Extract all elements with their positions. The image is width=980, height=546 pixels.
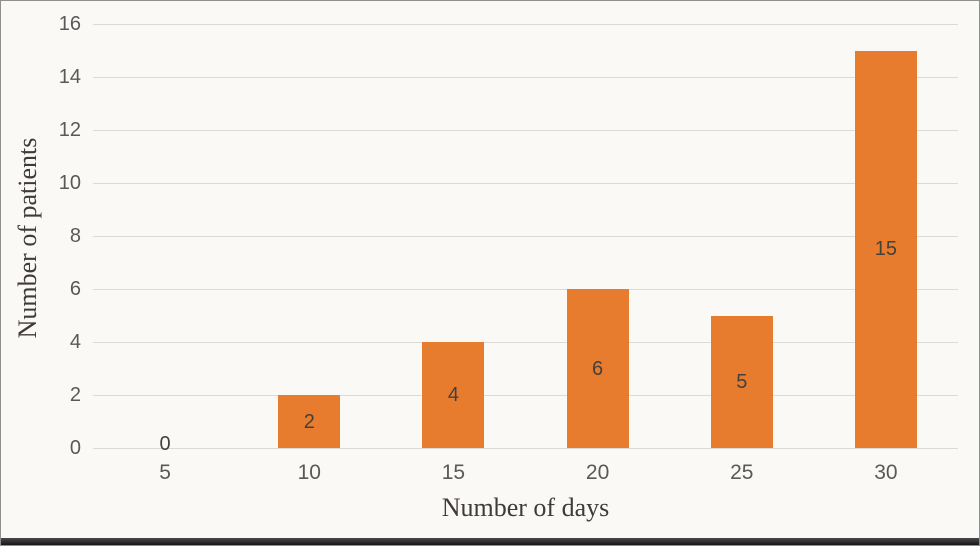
figure-bottom-strip — [1, 538, 979, 545]
gridline-y-14 — [93, 77, 958, 78]
bar-25 — [710, 315, 773, 448]
y-tick-label: 4 — [69, 331, 81, 353]
x-tick-label: 25 — [730, 461, 754, 484]
y-tick-label: 12 — [58, 119, 81, 141]
bar-value-label: 4 — [447, 384, 459, 406]
gridline-y-6 — [93, 289, 958, 290]
gridline-y-0 — [93, 448, 958, 449]
x-tick-label: 15 — [441, 461, 466, 484]
bar-15 — [422, 342, 485, 448]
x-tick-label: 10 — [297, 461, 321, 484]
gridline-y-16 — [93, 24, 958, 25]
y-tick-label: 0 — [69, 437, 81, 459]
x-axis-title: Number of days — [441, 493, 610, 522]
bar-10 — [278, 395, 341, 448]
bar-20 — [566, 289, 629, 448]
y-axis-title: Number of patients — [13, 137, 42, 339]
y-tick-label: 16 — [58, 13, 81, 35]
x-tick-label: 30 — [874, 461, 898, 484]
y-tick-label: 14 — [58, 66, 81, 88]
y-tick-label: 6 — [69, 278, 81, 300]
y-tick-label: 10 — [58, 172, 81, 194]
bar-value-label: 0 — [159, 433, 171, 455]
gridline-y-4 — [93, 342, 958, 343]
gridline-y-12 — [93, 130, 958, 131]
bar-30 — [854, 50, 917, 448]
gridline-y-2 — [93, 395, 958, 396]
bar-value-label: 6 — [592, 357, 604, 380]
bar-value-label: 15 — [874, 238, 898, 261]
y-tick-label: 8 — [69, 225, 81, 247]
gridline-y-8 — [93, 236, 958, 237]
bar-value-label: 2 — [303, 410, 315, 433]
gridline-y-10 — [93, 183, 958, 184]
bar-value-label: 5 — [736, 370, 748, 393]
y-tick-label: 2 — [69, 384, 81, 406]
x-tick-label: 5 — [159, 461, 171, 484]
x-tick-label: 20 — [585, 461, 610, 484]
